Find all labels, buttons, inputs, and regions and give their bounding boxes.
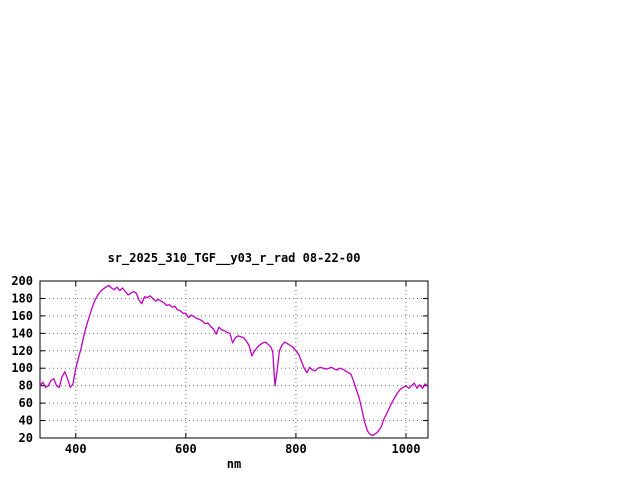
x-tick-label: 1000 [392, 442, 421, 456]
y-tick-label: 120 [11, 344, 33, 358]
series-line [39, 284, 429, 437]
plot-border [39, 280, 429, 439]
y-tick-label: 60 [19, 396, 33, 410]
x-tick-label: 400 [65, 442, 87, 456]
chart-title: sr_2025_310_TGF__y03_r_rad 08-22-00 [108, 251, 361, 266]
x-tick-label: 600 [175, 442, 197, 456]
y-tick-label: 80 [19, 379, 33, 393]
y-tick-label: 20 [19, 431, 33, 445]
x-axis-title: nm [227, 457, 241, 471]
y-tick-label: 160 [11, 309, 33, 323]
y-tick-label: 100 [11, 361, 33, 375]
y-tick-label: 140 [11, 326, 33, 340]
y-tick-label: 40 [19, 414, 33, 428]
y-tick-label: 200 [11, 274, 33, 288]
x-tick-label: 800 [285, 442, 307, 456]
y-tick-label: 180 [11, 291, 33, 305]
